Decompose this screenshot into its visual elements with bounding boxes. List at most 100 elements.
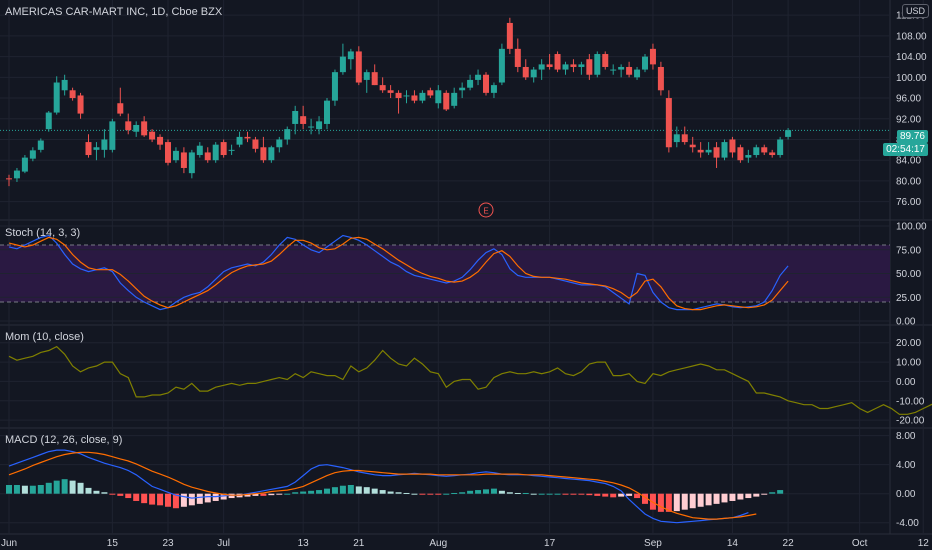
candle-body (141, 121, 148, 136)
candle-body (45, 112, 52, 130)
candle-body (371, 72, 378, 86)
candle-body (562, 64, 569, 70)
macd-histogram-bar (125, 493, 132, 499)
macd-histogram-bar (689, 493, 696, 509)
candle-body (769, 152, 776, 156)
macd-histogram-bar (45, 482, 52, 494)
candle-body (61, 79, 68, 91)
y-tick-label: 4.00 (896, 460, 916, 471)
candle-body (13, 170, 20, 179)
candle-body (6, 178, 12, 180)
y-tick-label: 76.00 (896, 197, 921, 208)
macd-histogram-bar (37, 484, 44, 494)
macd-histogram-bar (180, 493, 187, 507)
candle-body (618, 66, 625, 70)
y-tick-label: 100.00 (896, 73, 927, 84)
candle-body (316, 121, 323, 130)
candle-body (268, 147, 275, 161)
candle-body (602, 54, 609, 67)
candle-body (29, 150, 36, 159)
stoch-pane-title[interactable]: Stoch (14, 3, 3) (5, 227, 81, 239)
signal-line (8, 451, 757, 520)
macd-histogram-bar (77, 482, 84, 494)
candle-body (554, 54, 561, 70)
candle-body (93, 147, 100, 150)
y-tick-label: 100.00 (896, 222, 927, 233)
candle-body (475, 74, 482, 80)
candle-body (626, 66, 633, 75)
candle-body (745, 155, 752, 158)
macd-histogram-bar (29, 485, 36, 494)
macd-histogram-bar (761, 493, 768, 495)
macd-histogram-bar (347, 484, 354, 494)
macd-histogram-bar (244, 493, 251, 497)
candle-body (387, 90, 394, 93)
macd-histogram-bar (331, 487, 338, 494)
candle-body (125, 121, 132, 131)
candle-body (753, 147, 760, 156)
candle-body (149, 131, 156, 140)
macd-histogram-bar (713, 493, 720, 504)
macd-pane-title[interactable]: MACD (12, 26, close, 9) (5, 434, 123, 446)
candle-body (785, 130, 792, 137)
macd-histogram-bar (141, 493, 148, 504)
macd-histogram-bar (260, 493, 267, 496)
macd-histogram-bar (21, 485, 28, 494)
candle-body (594, 54, 601, 75)
candle-body (522, 66, 529, 78)
currency-badge[interactable]: USD (902, 4, 930, 18)
macd-histogram-bar (697, 493, 704, 507)
candle-body (705, 149, 712, 153)
macd-histogram-bar (196, 493, 203, 504)
candle-body (490, 85, 497, 93)
chart-title: AMERICAS CAR-MART INC, 1D, Cboe BZX (5, 6, 223, 18)
candle-body (673, 134, 680, 143)
x-tick-label: Aug (429, 538, 447, 549)
momentum-pane-title[interactable]: Mom (10, close) (5, 331, 84, 343)
candle-body (212, 144, 219, 161)
candle-body (308, 126, 315, 128)
macd-histogram-bar (681, 493, 688, 510)
candle-body (300, 116, 307, 124)
candle-body (681, 134, 688, 143)
y-tick-label: -20.00 (896, 416, 925, 427)
candle-body (427, 90, 434, 96)
candle-body (204, 152, 211, 161)
candle-body (355, 51, 362, 83)
candle-body (506, 22, 513, 49)
candle-body (133, 124, 140, 132)
y-tick-label: 0.00 (896, 317, 916, 328)
y-tick-label: 10.00 (896, 358, 921, 369)
y-tick-label: -4.00 (896, 518, 919, 529)
macd-histogram-bar (395, 492, 402, 494)
candle-body (196, 145, 203, 156)
candle-body (276, 139, 283, 148)
macd-histogram-bar (13, 484, 20, 494)
candle-body (697, 149, 704, 153)
candle-body (713, 147, 720, 158)
macd-histogram-bar (642, 493, 648, 504)
y-tick-label: 20.00 (896, 338, 921, 349)
x-tick-label: Jul (217, 538, 230, 549)
macd-histogram-bar (403, 492, 410, 494)
candle-body (689, 144, 696, 148)
earnings-marker-label: E (483, 207, 488, 216)
macd-histogram-bar (506, 492, 513, 494)
candle-body (244, 136, 251, 139)
macd-histogram-bar (729, 493, 736, 501)
candle-body (347, 51, 354, 60)
macd-histogram-bar (467, 490, 474, 494)
candle-body (331, 72, 338, 101)
macd-histogram-bar (268, 493, 275, 496)
macd-histogram-bar (101, 492, 108, 494)
x-tick-label: Sep (644, 538, 662, 549)
macd-histogram-bar (721, 493, 728, 503)
macd-histogram-bar (618, 493, 625, 497)
candle-body (665, 98, 672, 148)
macd-histogram-bar (284, 493, 291, 495)
macd-histogram-bar (626, 493, 633, 496)
macd-histogram-bar (665, 493, 672, 512)
macd-histogram-bar (61, 479, 68, 494)
x-tick-label: 13 (298, 538, 310, 549)
